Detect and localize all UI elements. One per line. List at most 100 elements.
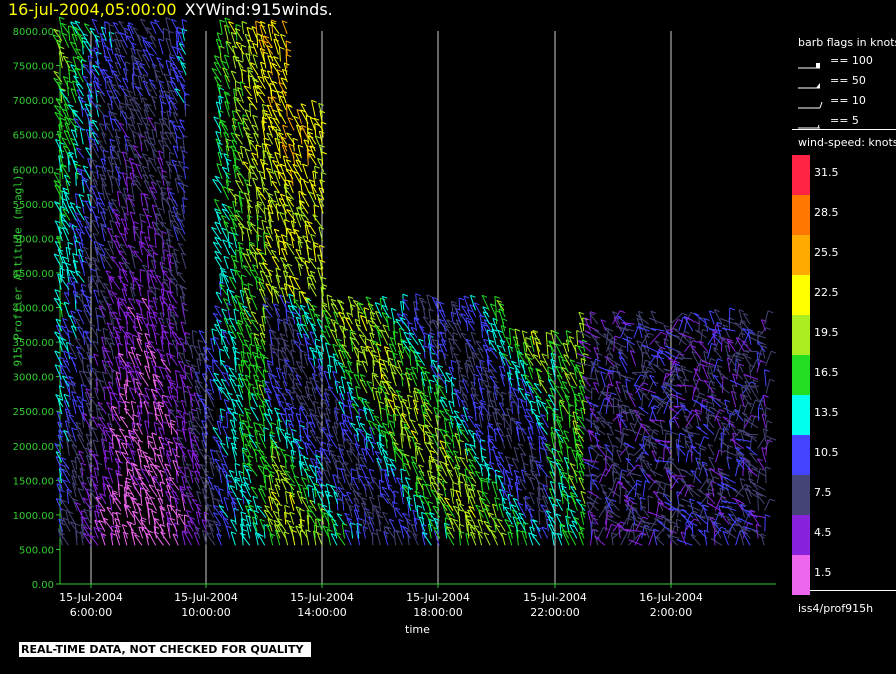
wind-barb [81, 399, 85, 415]
wind-barb [322, 525, 330, 539]
wind-barb-flag [121, 442, 127, 446]
wind-barb [151, 432, 157, 449]
wind-barb-flag [126, 520, 132, 524]
wind-barb [82, 533, 92, 546]
wind-barb [252, 177, 260, 193]
wind-barb [284, 407, 288, 421]
wind-barb [127, 429, 135, 442]
x-tick-date: 15-Jul-2004 [174, 591, 238, 604]
wind-barb [337, 455, 345, 470]
wind-barb [221, 308, 229, 325]
wind-barb-flag [78, 248, 84, 252]
y-tick-label: 4000.00 [13, 304, 54, 315]
wind-barb [79, 128, 84, 145]
wind-barb-flag [183, 412, 189, 416]
wind-barb [297, 145, 302, 159]
wind-barb-flag [59, 51, 65, 55]
wind-barb [221, 463, 229, 477]
wind-barb [292, 138, 295, 152]
wind-barb [82, 64, 92, 76]
wind-barb [95, 247, 106, 263]
wind-barb [178, 337, 187, 352]
wind-barb-flag [92, 232, 99, 236]
wind-barb [235, 109, 244, 124]
wind-barb [83, 178, 91, 194]
wind-barb [92, 439, 98, 456]
wind-barb [302, 235, 310, 249]
wind-barb [151, 204, 158, 221]
wind-barb-flag [59, 532, 65, 535]
wind-barb [131, 73, 135, 90]
wind-barb-flag [75, 205, 81, 209]
wind-barb [126, 456, 135, 470]
wind-barb [70, 88, 77, 104]
wind-barb-flag [112, 291, 118, 295]
wind-barb [60, 214, 71, 228]
wind-barb-flag [76, 346, 82, 349]
y-tick-label: 1500.00 [13, 476, 54, 487]
y-tick-label: 3500.00 [13, 338, 54, 349]
wind-barb-flag [234, 194, 240, 197]
wind-barb-flag [111, 255, 117, 259]
wind-barb [126, 521, 135, 532]
wind-barb [250, 393, 258, 408]
wind-barb-flag [105, 429, 111, 433]
wind-barb-flag [62, 208, 68, 212]
wind-barb [78, 249, 84, 263]
wind-barb-flag [82, 516, 88, 520]
wind-barb [114, 38, 121, 55]
wind-barb-flag [176, 26, 183, 30]
wind-barb [241, 226, 244, 242]
wind-barb [128, 387, 135, 401]
wind-barb [111, 369, 114, 387]
wind-barb [74, 337, 85, 352]
wind-barb [261, 220, 266, 235]
wind-barb-flag [184, 332, 191, 335]
y-tick-label: 2500.00 [13, 407, 54, 418]
wind-barb-flag [131, 254, 138, 258]
wind-barb [68, 376, 76, 387]
wind-barb [299, 343, 302, 359]
wind-barb [58, 518, 64, 532]
wind-barb [113, 73, 120, 90]
wind-barb [53, 70, 63, 83]
wind-barb [129, 198, 136, 214]
wind-barb [92, 80, 98, 97]
wind-barb [93, 47, 100, 62]
wind-barb-flag [115, 336, 121, 340]
wind-barb [61, 469, 71, 484]
wind-barb-flag [176, 428, 182, 432]
wind-barb [54, 201, 63, 214]
wind-barb [129, 286, 136, 304]
wind-barb [219, 408, 223, 421]
wind-barb-flag [97, 139, 103, 143]
wind-barb-flag [107, 467, 113, 471]
wind-barb [68, 343, 78, 359]
wind-barb [77, 434, 86, 449]
wind-barb-flag [61, 198, 68, 202]
wind-barb-flag [83, 177, 89, 181]
wind-barb [123, 494, 127, 511]
wind-barb-flag [53, 28, 59, 32]
wind-barb-flag [101, 432, 107, 436]
wind-barb [74, 27, 84, 41]
wind-barb-flag [126, 332, 133, 336]
wind-barb [103, 364, 113, 380]
wind-barb [234, 194, 237, 207]
wind-barb-flag [380, 407, 386, 411]
wind-barb-flag [125, 379, 131, 383]
wind-barb-flag [122, 193, 128, 197]
wind-barb [95, 504, 100, 518]
wind-barb-flag [132, 510, 138, 514]
wind-barb [102, 328, 107, 345]
wind-barb-flag [291, 406, 297, 410]
wind-barb [114, 530, 121, 546]
wind-barb [216, 142, 223, 159]
wind-barb [263, 207, 267, 221]
wind-barb [112, 311, 121, 325]
wind-barb [91, 257, 99, 270]
wind-barb [109, 311, 113, 325]
wind-barb-flag [88, 95, 94, 99]
wind-barb-flag [130, 211, 136, 215]
wind-barb [68, 222, 77, 235]
